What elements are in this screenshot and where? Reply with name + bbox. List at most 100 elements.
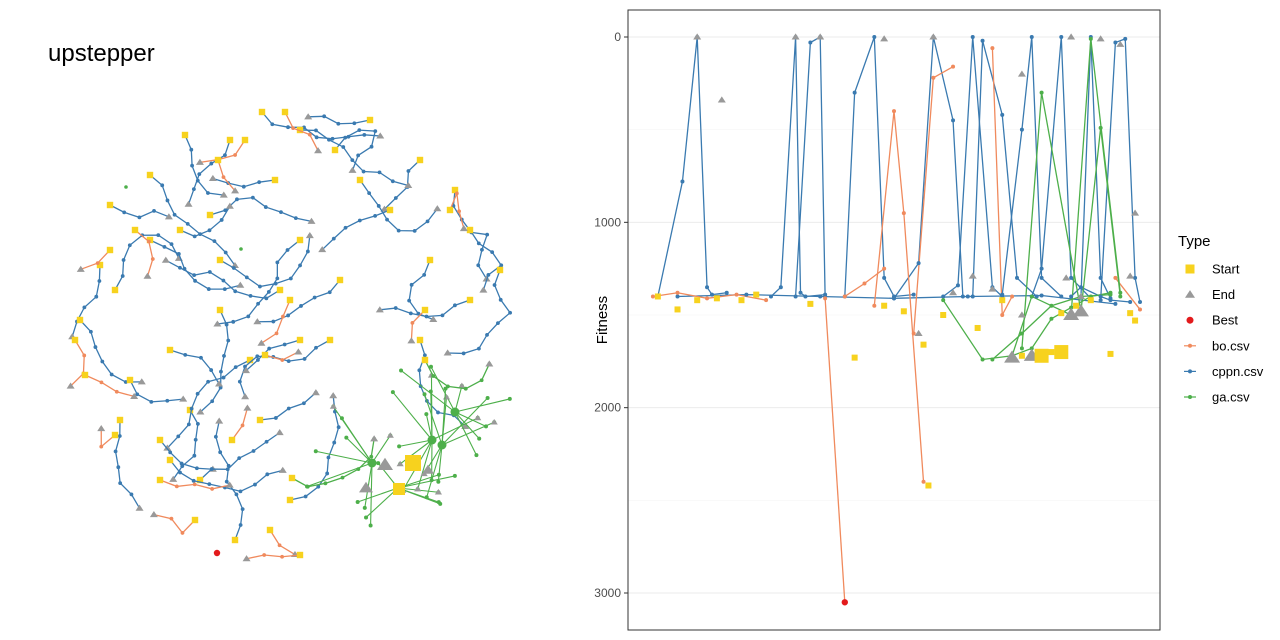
walk-point [266, 290, 271, 294]
ga-start-marker-large [393, 483, 405, 495]
walk-point [271, 319, 276, 324]
end-marker [914, 329, 923, 337]
walk-point [285, 248, 290, 252]
series-point-cppn [911, 292, 916, 297]
walk-start-marker [331, 146, 339, 154]
walk-point [199, 355, 203, 360]
series-point-cppn [680, 179, 685, 184]
walk-point [410, 320, 415, 325]
walk-point [264, 439, 269, 444]
walk-point [445, 384, 450, 389]
walk-point [189, 406, 194, 411]
walk-point [362, 132, 367, 137]
walk-end-marker [404, 181, 413, 189]
series-point-cppn [941, 294, 946, 299]
walk-point [222, 287, 227, 292]
walk-point [312, 295, 317, 300]
walk-start-marker [181, 131, 189, 139]
walk-point [299, 304, 303, 308]
walk-point [221, 175, 226, 180]
end-marker [988, 285, 997, 292]
walk-point [152, 208, 156, 213]
walk-end-marker [215, 417, 224, 424]
end-marker [717, 96, 726, 103]
walk-line [149, 239, 241, 290]
end-marker [1126, 272, 1135, 279]
walk-point [221, 278, 226, 283]
walk-point [350, 158, 355, 163]
ga-point [390, 390, 395, 395]
start-marker [925, 482, 932, 489]
walk-point [219, 218, 224, 222]
walk-point [207, 228, 212, 233]
series-point-bo [911, 331, 916, 336]
walk-point [179, 461, 184, 466]
walk-point [286, 313, 291, 318]
walk-end-marker [66, 382, 75, 389]
walk-point [221, 375, 226, 380]
walk-point [393, 196, 398, 200]
walk-point [99, 444, 104, 449]
walk-start-marker [116, 416, 124, 424]
fitness-panel: 0 1000 2000 3000 Fitness [594, 9, 1161, 631]
walk-start-marker [281, 108, 289, 116]
walk-start-marker [256, 416, 264, 424]
series-point-bo [1000, 313, 1005, 317]
walk-point [425, 219, 430, 224]
walk-point [407, 298, 412, 303]
series-point-cppn [1098, 298, 1103, 303]
end-marker [816, 33, 825, 40]
series-point-ga [1108, 292, 1113, 297]
walk-line [159, 439, 213, 470]
series-point-bo [862, 281, 867, 286]
series-point-ga [980, 357, 985, 362]
series-point-ga [1118, 294, 1123, 299]
walk-start-marker [276, 286, 284, 294]
legend-key-end [1185, 290, 1195, 298]
series-line-cppn [844, 36, 914, 298]
walk-point [330, 136, 335, 141]
walk-end-marker [184, 200, 193, 207]
walk-point [314, 345, 318, 350]
walk-line [70, 339, 85, 387]
series-point-ga [1049, 316, 1054, 321]
walk-start-marker [241, 136, 249, 144]
walk-point [305, 484, 310, 489]
ga-point [368, 523, 373, 528]
walk-point [356, 153, 361, 158]
walk-point [498, 297, 503, 302]
walk-point [149, 399, 154, 404]
walk-line [217, 239, 301, 325]
walk-point [127, 243, 132, 248]
walk-point [192, 482, 197, 487]
ga-hub [367, 458, 377, 468]
walk-point [186, 422, 191, 427]
walk-end-marker [196, 408, 205, 415]
walk-point [206, 287, 211, 291]
walk-start-marker [166, 456, 174, 464]
series-point-bo [764, 298, 769, 303]
walk-point [302, 357, 307, 361]
walk-end-marker [304, 113, 313, 120]
walk-point [274, 331, 279, 336]
ga-ray [332, 406, 373, 464]
legend-label: End [1212, 287, 1235, 302]
walk-point [218, 450, 223, 455]
walk-point [218, 385, 223, 390]
walk-start-marker [228, 436, 236, 444]
ga-end-marker [386, 432, 394, 438]
series-point-cppn [892, 296, 896, 301]
ga-hub [427, 435, 437, 445]
walk-point [162, 244, 167, 249]
series-point-cppn [1039, 266, 1044, 271]
walk-end-marker [225, 202, 234, 209]
ga-ray [431, 417, 478, 441]
walk-start-marker [226, 136, 234, 144]
walk-point [238, 489, 243, 494]
walk-point [123, 380, 128, 384]
walk-point [244, 275, 249, 280]
walk-point [323, 481, 328, 486]
start-marker [654, 293, 661, 300]
walk-point [194, 466, 199, 471]
series-point-cppn [916, 261, 921, 266]
